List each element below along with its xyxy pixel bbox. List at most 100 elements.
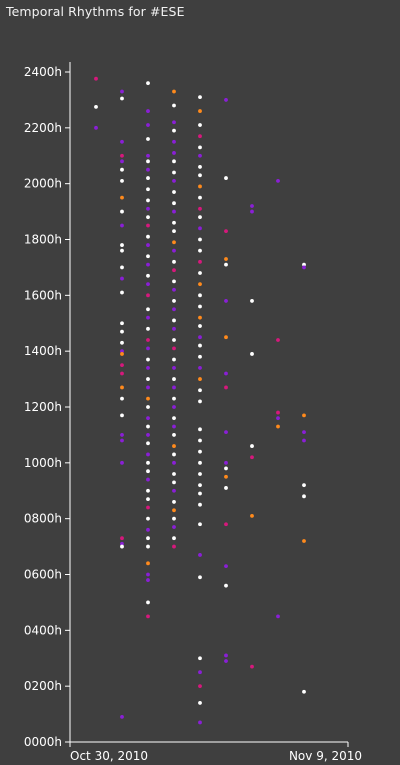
data-point	[172, 170, 176, 175]
data-point	[146, 578, 150, 582]
data-point	[198, 123, 202, 127]
data-point	[120, 159, 124, 164]
data-point	[120, 413, 124, 418]
data-point	[94, 104, 98, 109]
data-point	[224, 583, 228, 588]
data-point	[172, 103, 176, 108]
data-point	[172, 480, 176, 485]
data-point	[146, 338, 150, 342]
data-point	[198, 343, 202, 348]
data-point	[120, 96, 124, 101]
data-point	[224, 262, 228, 267]
data-point	[172, 318, 176, 323]
data-point	[198, 293, 202, 298]
data-point	[172, 307, 176, 312]
data-point	[146, 198, 150, 203]
data-point	[146, 326, 150, 331]
data-point	[146, 377, 150, 381]
data-point	[120, 371, 124, 376]
data-point	[198, 109, 202, 113]
data-point	[198, 460, 202, 465]
data-point	[198, 226, 202, 231]
data-point	[120, 265, 124, 270]
data-point	[198, 145, 202, 150]
data-point	[120, 544, 124, 549]
data-point	[120, 209, 124, 214]
y-tick-label: 1600h	[24, 288, 62, 302]
data-point	[198, 427, 202, 432]
data-point	[146, 572, 150, 577]
data-point	[146, 614, 150, 619]
data-point	[172, 248, 176, 253]
data-point	[198, 399, 202, 404]
x-tick-label: Oct 30, 2010	[70, 749, 148, 763]
y-tick-label: 0800h	[24, 512, 62, 526]
data-point	[250, 299, 254, 303]
data-point	[146, 153, 150, 158]
data-point	[250, 352, 254, 356]
data-point	[172, 201, 176, 206]
data-point	[172, 500, 176, 504]
data-point	[146, 109, 150, 113]
data-point	[224, 299, 228, 303]
data-point	[198, 271, 202, 275]
x-ticks: Oct 30, 2010 Nov 9, 2010	[69, 742, 362, 763]
data-point	[146, 452, 150, 457]
data-point	[302, 438, 306, 443]
data-point	[172, 220, 176, 225]
data-point	[146, 234, 150, 239]
data-point	[224, 257, 228, 261]
data-point	[302, 539, 306, 543]
data-point	[250, 455, 254, 460]
data-point	[224, 335, 228, 340]
y-ticks: 0000h 0200h 0400h 0600h 0800h 1000h 1200h 1400h…	[24, 65, 70, 749]
data-point	[146, 600, 150, 605]
data-point	[198, 670, 202, 675]
data-point	[120, 460, 124, 465]
data-point	[146, 488, 150, 493]
data-point	[172, 326, 176, 331]
data-point	[146, 167, 150, 172]
data-point	[120, 714, 124, 719]
data-point	[146, 505, 150, 510]
data-point	[120, 433, 124, 437]
data-point	[224, 653, 228, 658]
data-point	[276, 614, 280, 619]
data-point	[120, 223, 124, 228]
data-point	[172, 516, 176, 521]
data-point	[224, 659, 228, 663]
data-point	[172, 268, 176, 273]
data-point	[146, 416, 150, 421]
y-tick-label: 0600h	[24, 568, 62, 582]
data-point	[198, 472, 202, 476]
data-point	[146, 433, 150, 437]
data-point	[172, 279, 176, 284]
data-point	[172, 139, 176, 144]
data-point	[120, 349, 124, 354]
data-point	[224, 385, 228, 390]
y-tick-label: 0400h	[24, 623, 62, 637]
data-point	[172, 190, 176, 194]
data-point	[302, 265, 306, 270]
data-point	[302, 413, 306, 418]
data-point	[172, 128, 176, 133]
data-point	[172, 444, 176, 448]
data-point	[224, 486, 228, 490]
data-point	[172, 338, 176, 342]
data-point	[120, 363, 124, 368]
data-point	[146, 81, 150, 86]
data-point	[146, 424, 150, 429]
data-point	[146, 254, 150, 259]
data-point	[146, 282, 150, 287]
data-point	[198, 304, 202, 309]
data-point	[276, 424, 280, 429]
data-point	[198, 248, 202, 253]
data-point	[146, 187, 150, 192]
data-point	[120, 290, 124, 295]
data-point	[198, 173, 202, 178]
data-point	[198, 215, 202, 220]
data-point	[198, 553, 202, 557]
data-point	[198, 522, 202, 527]
data-point	[198, 438, 202, 443]
